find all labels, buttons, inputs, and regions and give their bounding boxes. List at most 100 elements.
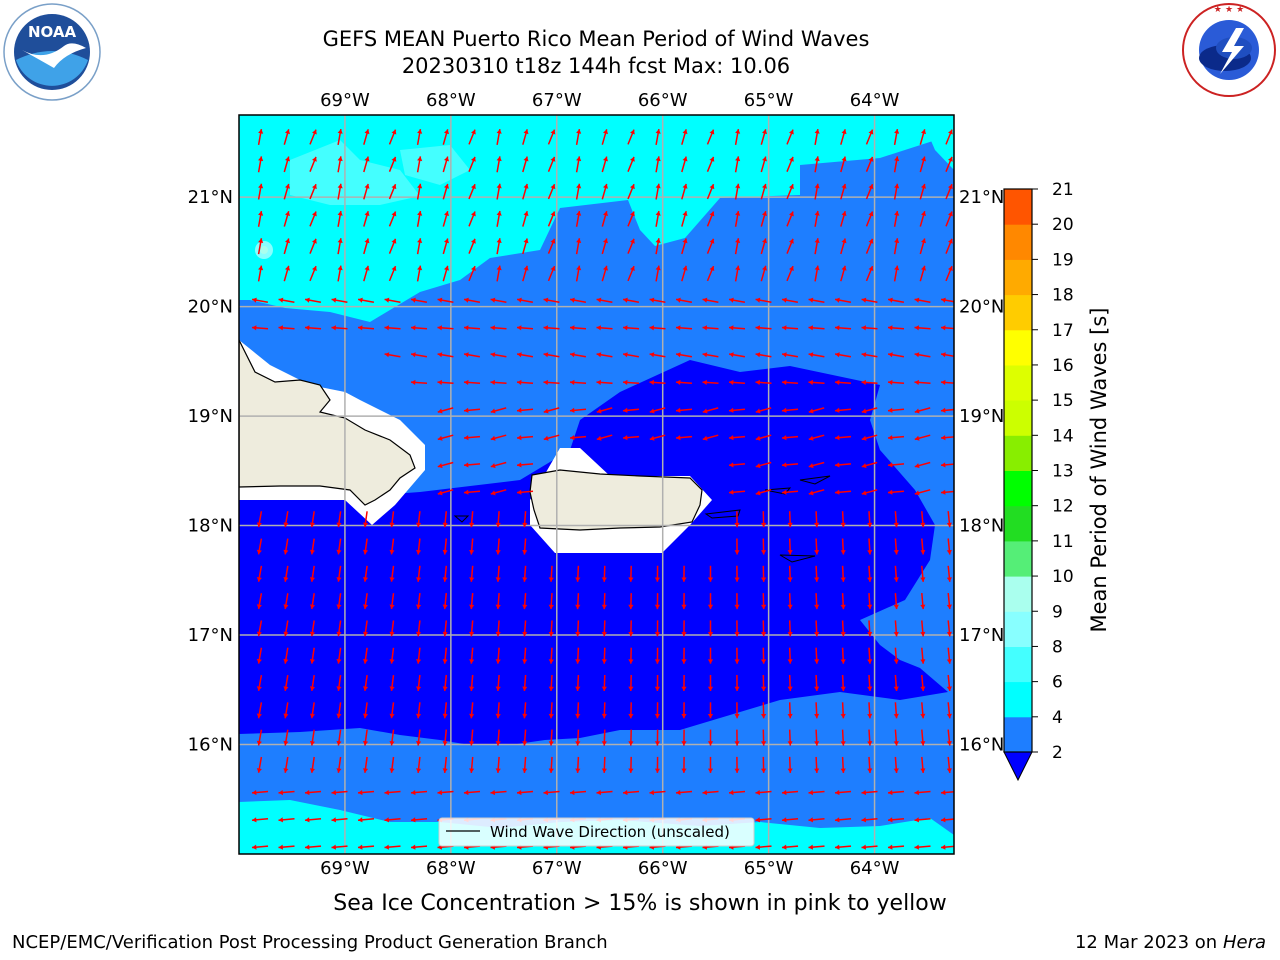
direction-arrowhead bbox=[888, 844, 893, 850]
direction-arrowhead bbox=[808, 490, 814, 496]
direction-arrowhead bbox=[814, 686, 820, 691]
direction-arrowhead bbox=[258, 129, 264, 134]
direction-arrowhead bbox=[495, 631, 501, 637]
direction-arrowhead bbox=[283, 740, 289, 746]
direction-arrowhead bbox=[543, 379, 548, 385]
colorbar-tick-label: 9 bbox=[1052, 602, 1063, 622]
direction-arrowhead bbox=[285, 265, 290, 271]
colorbar-segment bbox=[1004, 716, 1032, 753]
direction-arrowhead bbox=[702, 352, 708, 358]
direction-arrowhead bbox=[789, 129, 794, 135]
direction-arrowhead bbox=[681, 686, 687, 691]
direction-arrowhead bbox=[603, 183, 608, 189]
direction-arrowhead bbox=[490, 408, 496, 414]
direction-arrowhead bbox=[416, 549, 422, 555]
direction-arrowhead bbox=[523, 156, 529, 162]
direction-arrowhead bbox=[283, 768, 289, 773]
direction-arrowhead bbox=[868, 129, 874, 135]
sea-ice-note: Sea Ice Concentration > 15% is shown in … bbox=[333, 891, 947, 916]
direction-arrowhead bbox=[654, 714, 660, 719]
direction-arrowhead bbox=[336, 768, 342, 773]
direction-arrowhead bbox=[305, 325, 310, 331]
direction-arrowhead bbox=[496, 129, 502, 134]
direction-arrowhead bbox=[337, 211, 343, 216]
direction-arrowhead bbox=[283, 577, 289, 582]
colorbar-tick-label: 12 bbox=[1052, 497, 1074, 517]
direction-arrowhead bbox=[888, 407, 893, 413]
map-frame bbox=[238, 114, 955, 855]
direction-arrowhead bbox=[676, 435, 681, 441]
direction-arrowhead bbox=[358, 297, 363, 303]
colorbar-segment bbox=[1004, 646, 1032, 683]
direction-arrowhead bbox=[946, 686, 952, 691]
direction-arrowhead bbox=[411, 352, 416, 358]
direction-arrowhead bbox=[517, 435, 522, 441]
direction-arrowhead bbox=[707, 604, 714, 610]
direction-arrowhead bbox=[471, 266, 476, 271]
direction-arrowhead bbox=[782, 407, 787, 413]
direction-arrowhead bbox=[734, 686, 740, 691]
direction-arrowhead bbox=[358, 790, 363, 796]
direction-arrowhead bbox=[681, 577, 687, 582]
direction-arrowhead bbox=[469, 604, 475, 610]
direction-arrowhead bbox=[755, 408, 761, 414]
direction-arrowhead bbox=[941, 462, 946, 468]
direction-arrowhead bbox=[384, 790, 389, 796]
direction-arrowhead bbox=[814, 768, 820, 773]
direction-arrowhead bbox=[312, 184, 317, 190]
direction-arrowhead bbox=[543, 325, 548, 331]
direction-arrowhead bbox=[517, 489, 522, 495]
chart-title: GEFS MEAN Puerto Rico Mean Period of Win… bbox=[322, 27, 870, 51]
direction-arrowhead bbox=[278, 817, 283, 823]
direction-arrowhead bbox=[782, 790, 787, 796]
direction-arrowhead bbox=[654, 604, 660, 610]
colorbar-segment bbox=[1004, 294, 1032, 331]
direction-arrowhead bbox=[411, 817, 416, 823]
direction-arrowhead bbox=[755, 817, 760, 823]
direction-arrowhead bbox=[782, 379, 787, 385]
direction-arrowhead bbox=[709, 156, 715, 162]
direction-arrowhead bbox=[941, 790, 946, 796]
direction-arrowhead bbox=[914, 352, 920, 358]
direction-arrowhead bbox=[548, 741, 554, 746]
colorbar-segment bbox=[1004, 259, 1032, 296]
direction-arrowhead bbox=[550, 129, 556, 135]
direction-arrowhead bbox=[893, 768, 899, 773]
direction-arrowhead bbox=[676, 379, 681, 385]
direction-arrowhead bbox=[861, 352, 867, 358]
direction-arrowhead bbox=[707, 714, 714, 719]
direction-arrowhead bbox=[464, 297, 469, 303]
direction-arrowhead bbox=[649, 790, 654, 796]
direction-arrowhead bbox=[921, 238, 926, 244]
direction-arrowhead bbox=[914, 379, 919, 385]
direction-arrowhead bbox=[707, 686, 714, 691]
direction-arrowhead bbox=[921, 156, 926, 162]
direction-arrowhead bbox=[787, 686, 793, 691]
direction-arrowhead bbox=[444, 211, 449, 216]
direction-arrowhead bbox=[654, 659, 660, 664]
direction-arrowhead bbox=[734, 632, 740, 637]
direction-arrowhead bbox=[861, 408, 867, 414]
direction-arrowhead bbox=[437, 435, 443, 441]
direction-arrowhead bbox=[256, 686, 262, 691]
direction-arrowhead bbox=[623, 435, 628, 441]
direction-arrowhead bbox=[920, 522, 926, 528]
direction-arrowhead bbox=[570, 435, 575, 441]
direction-arrowhead bbox=[601, 604, 607, 610]
direction-arrowhead bbox=[495, 713, 501, 719]
direction-arrowhead bbox=[630, 211, 635, 217]
colorbar-tick-label: 6 bbox=[1052, 673, 1063, 693]
direction-arrowhead bbox=[808, 844, 813, 850]
direction-arrowhead bbox=[442, 768, 448, 773]
direction-arrowhead bbox=[522, 659, 528, 664]
direction-arrowhead bbox=[437, 490, 443, 496]
direction-arrowhead bbox=[364, 156, 370, 162]
direction-arrowhead bbox=[517, 352, 522, 358]
direction-arrowhead bbox=[628, 604, 634, 610]
lat-tick-label: 21°N bbox=[188, 187, 233, 208]
direction-arrowhead bbox=[437, 379, 442, 385]
direction-arrowhead bbox=[575, 686, 581, 691]
direction-arrowhead bbox=[914, 463, 920, 469]
direction-arrowhead bbox=[787, 768, 793, 773]
chart-subtitle: 20230310 t18z 144h fcst Max: 10.06 bbox=[401, 54, 791, 78]
